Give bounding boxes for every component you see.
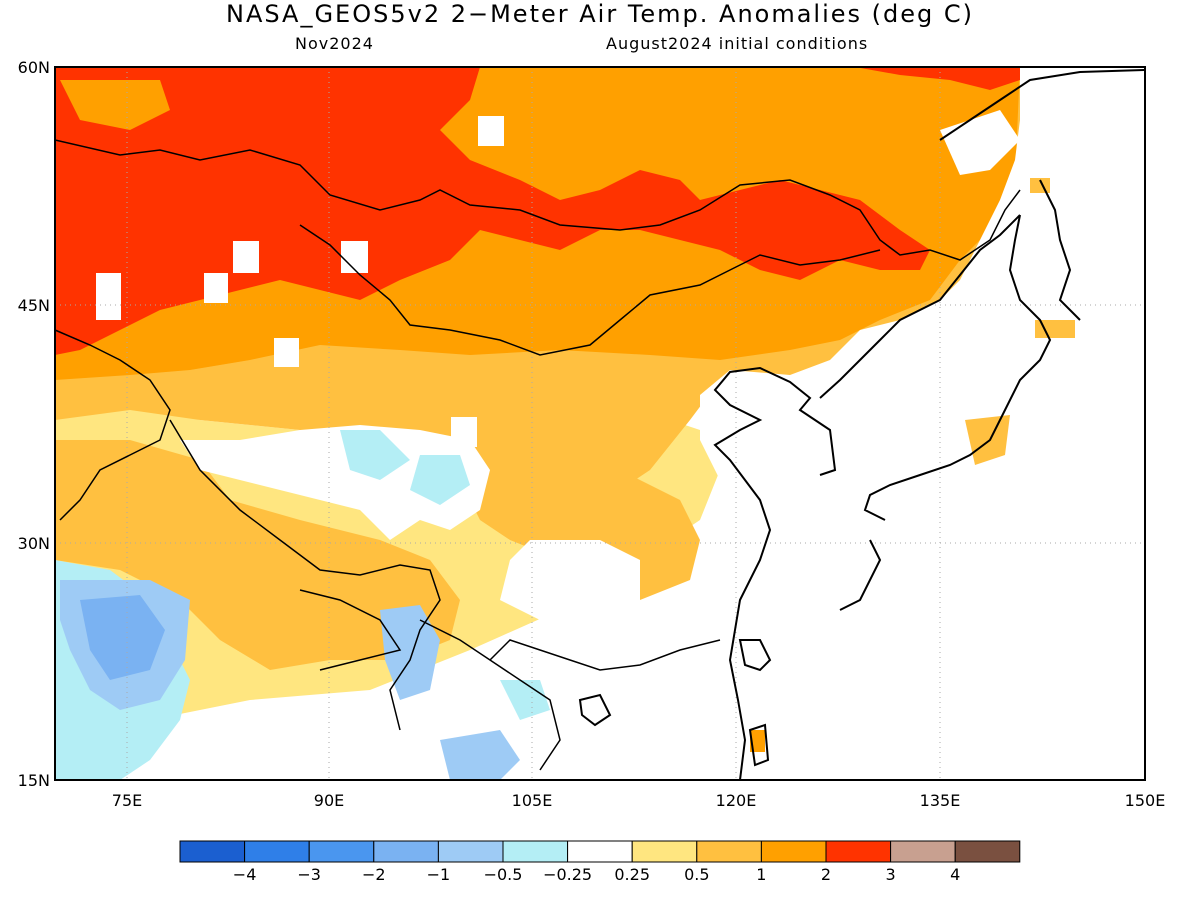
color-legend: −4 −3 −2 −1 −0.5 −0.25 0.25 0.5 1 2 3 4	[179, 840, 1021, 884]
lon-label: 135E	[920, 791, 961, 810]
lon-label: 75E	[112, 791, 142, 810]
coastlines	[578, 69, 1145, 780]
anomaly-fill	[55, 67, 1145, 780]
lat-label: 45N	[18, 296, 50, 315]
legend-swatch	[179, 840, 246, 863]
lon-label: 150E	[1125, 791, 1166, 810]
valid-month-label: Nov2024	[295, 34, 374, 53]
legend-swatch	[373, 840, 439, 863]
country-borders	[55, 139, 1021, 771]
legend-label: −2	[362, 865, 386, 884]
legend-swatch	[696, 840, 762, 863]
legend-label: −0.5	[484, 865, 523, 884]
lon-label: 120E	[716, 791, 757, 810]
legend-swatch	[890, 840, 956, 863]
lat-label: 60N	[18, 58, 50, 77]
legend-label: 0.5	[684, 865, 709, 884]
legend-swatch	[631, 840, 698, 863]
legend-label: −0.25	[543, 865, 592, 884]
legend-label: 2	[821, 865, 831, 884]
map-frame	[54, 66, 1146, 781]
legend-swatch	[567, 840, 633, 863]
legend-swatch	[244, 840, 310, 863]
legend-swatch	[760, 840, 827, 863]
legend-label: 4	[950, 865, 960, 884]
legend-swatch	[825, 840, 892, 863]
legend-label: 0.25	[614, 865, 650, 884]
legend-label: −4	[233, 865, 257, 884]
legend-swatch	[437, 840, 504, 863]
legend-label: 3	[886, 865, 896, 884]
graticule	[55, 67, 1145, 780]
legend-swatch	[308, 840, 375, 863]
legend-label: 1	[756, 865, 766, 884]
lat-label: 30N	[18, 534, 50, 553]
init-conditions-label: August2024 initial conditions	[606, 34, 869, 53]
legend-label: −1	[427, 865, 451, 884]
legend-label: −3	[297, 865, 321, 884]
lon-label: 90E	[314, 791, 344, 810]
legend-swatch	[502, 840, 569, 863]
lon-label: 105E	[512, 791, 553, 810]
lat-label: 15N	[18, 771, 50, 790]
map-title: NASA_GEOS5v2 2−Meter Air Temp. Anomalies…	[225, 0, 975, 28]
legend-swatch	[954, 840, 1021, 863]
